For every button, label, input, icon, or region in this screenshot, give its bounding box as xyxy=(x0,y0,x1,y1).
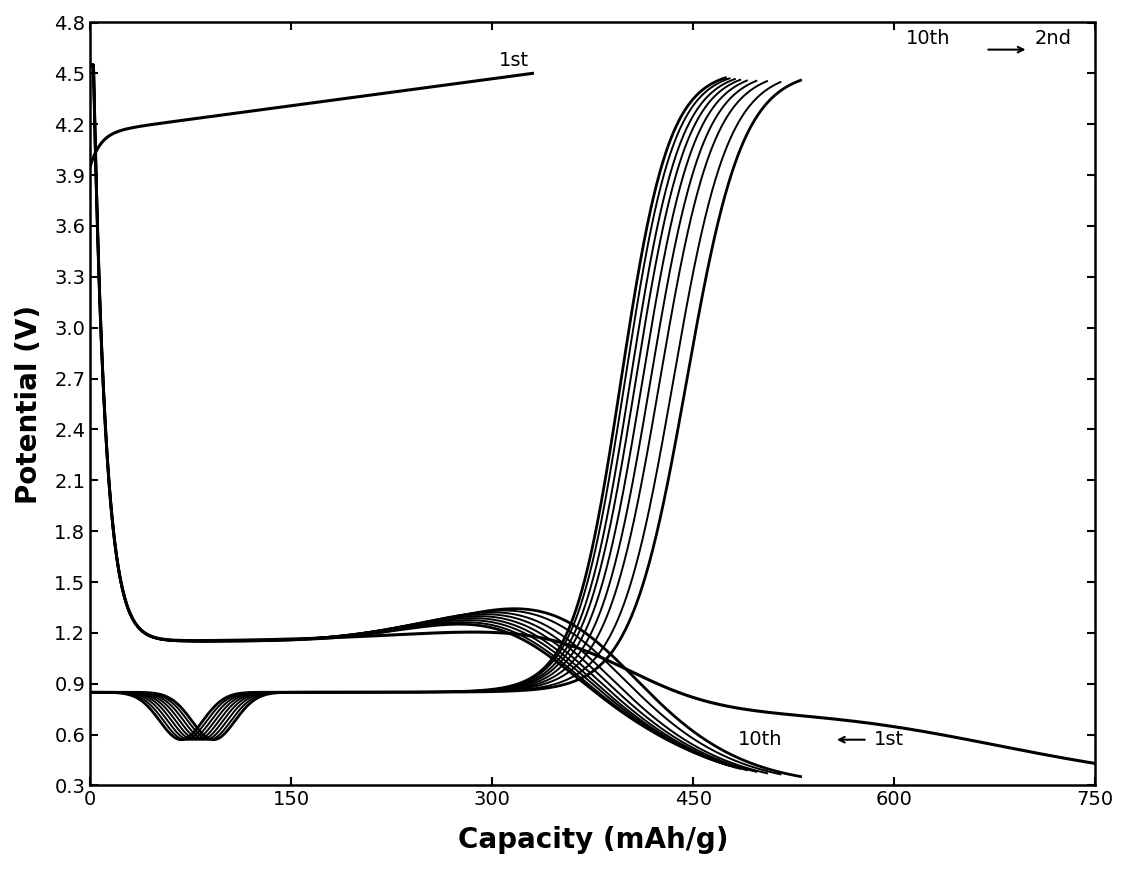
Text: 1st: 1st xyxy=(499,51,530,70)
X-axis label: Capacity (mAh/g): Capacity (mAh/g) xyxy=(457,826,728,854)
Text: 10th: 10th xyxy=(905,29,951,48)
Text: 2nd: 2nd xyxy=(1035,29,1073,48)
Text: 1st: 1st xyxy=(874,730,904,749)
Text: 10th: 10th xyxy=(738,730,782,749)
Y-axis label: Potential (V): Potential (V) xyxy=(15,304,43,503)
